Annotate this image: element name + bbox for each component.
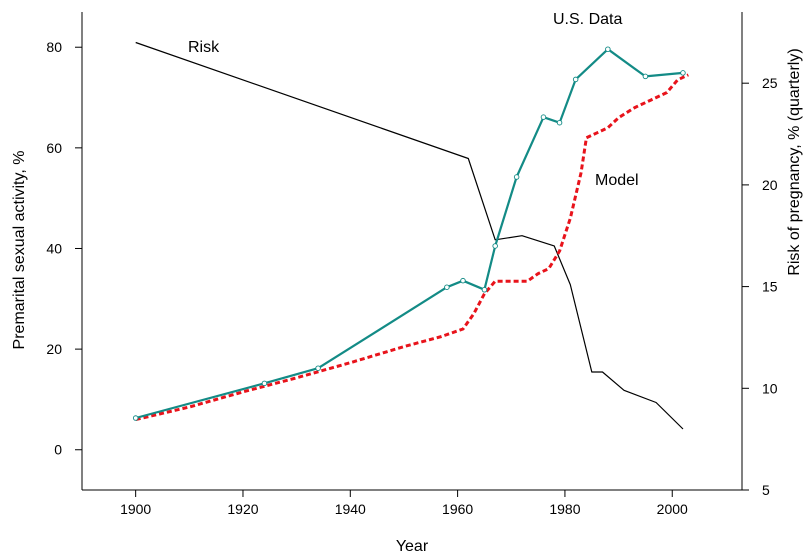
series-layer — [132, 41, 689, 430]
x-tick-label: 1940 — [335, 501, 366, 517]
x-tick-label: 1900 — [120, 501, 151, 517]
data-point-u-s-data — [261, 380, 268, 387]
data-point-u-s-data — [492, 243, 498, 249]
data-point-u-s-data — [642, 73, 649, 80]
series-line-model — [135, 73, 689, 422]
axes-frame — [81, 12, 743, 491]
y-left-tick-label: 20 — [46, 341, 62, 357]
data-point-u-s-data — [315, 365, 321, 371]
annotation-risk: Risk — [188, 39, 220, 56]
data-point-u-s-data — [481, 286, 488, 293]
x-tick-label: 1980 — [549, 501, 580, 517]
series-line-risk — [135, 41, 684, 430]
data-point-u-s-data — [540, 114, 547, 120]
data-point-u-s-data — [605, 46, 611, 52]
y-right-tick-label: 15 — [762, 279, 778, 295]
x-axis-title: Year — [396, 538, 429, 555]
y-left-tick-label: 0 — [54, 442, 62, 458]
data-point-u-s-data — [444, 284, 450, 290]
data-point-u-s-data — [132, 415, 139, 421]
x-tick-label: 2000 — [657, 501, 688, 517]
data-point-u-s-data — [680, 70, 686, 76]
annotation-model: Model — [595, 172, 639, 189]
ticks: 1900 1920 1940 1960 1980 2000 0 20 40 60 80 5 10 15 20… — [46, 39, 777, 517]
y-right-tick-label: 10 — [762, 380, 778, 396]
annotation-us-data: U.S. Data — [553, 11, 622, 28]
y-left-tick-label: 40 — [46, 240, 62, 256]
series-line-u-s-data — [135, 48, 684, 420]
data-point-u-s-data — [460, 277, 466, 284]
y-right-tick-label: 5 — [762, 482, 770, 498]
data-point-u-s-data — [572, 76, 579, 83]
x-tick-label: 1960 — [442, 501, 473, 517]
y-axis-left-title: Premarital sexual activity, % — [11, 151, 28, 350]
y-right-tick-label: 20 — [762, 177, 778, 193]
y-left-tick-label: 80 — [46, 39, 62, 55]
y-right-tick-label: 25 — [762, 75, 778, 91]
y-axis-right-title: Risk of pregnancy, % (quarterly) — [786, 48, 803, 275]
data-point-u-s-data — [513, 174, 520, 180]
data-point-u-s-data — [556, 119, 563, 126]
y-left-tick-label: 60 — [46, 140, 62, 156]
x-tick-label: 1920 — [227, 501, 258, 517]
